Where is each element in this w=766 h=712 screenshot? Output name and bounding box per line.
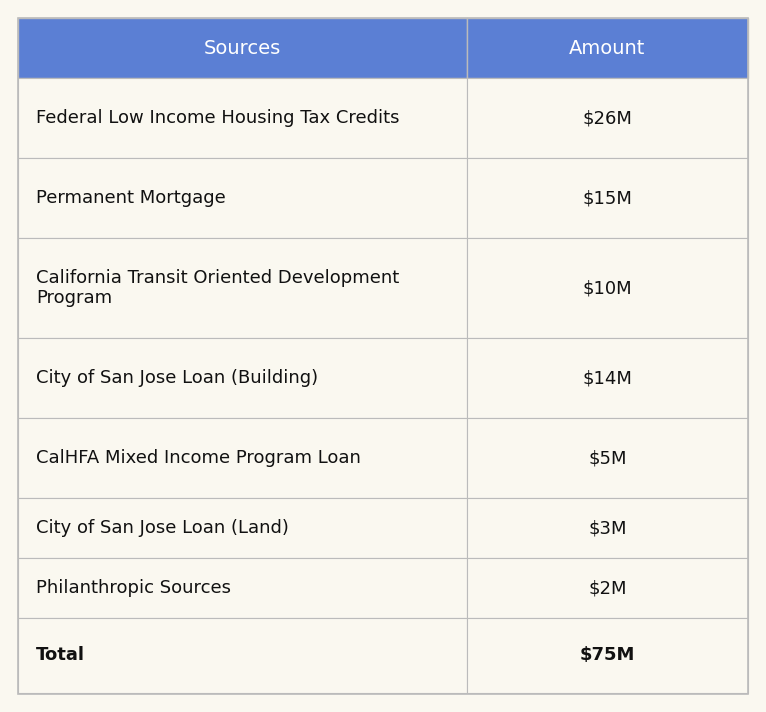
- Bar: [467, 238, 748, 338]
- Bar: [18, 18, 467, 78]
- Text: City of San Jose Loan (Land): City of San Jose Loan (Land): [36, 519, 289, 537]
- Bar: [467, 158, 748, 238]
- Text: $5M: $5M: [588, 449, 627, 467]
- Text: California Transit Oriented Development
Program: California Transit Oriented Development …: [36, 268, 399, 308]
- Bar: [467, 558, 748, 618]
- Bar: [18, 418, 467, 498]
- Bar: [467, 418, 748, 498]
- Text: CalHFA Mixed Income Program Loan: CalHFA Mixed Income Program Loan: [36, 449, 361, 467]
- Bar: [467, 498, 748, 558]
- Text: $10M: $10M: [583, 279, 632, 297]
- Bar: [18, 558, 467, 618]
- Text: $3M: $3M: [588, 519, 627, 537]
- Bar: [18, 238, 467, 338]
- Bar: [18, 498, 467, 558]
- Text: $26M: $26M: [582, 109, 633, 127]
- Text: $2M: $2M: [588, 579, 627, 597]
- Text: $75M: $75M: [580, 646, 635, 664]
- Text: $15M: $15M: [582, 189, 633, 207]
- Text: Sources: Sources: [204, 38, 281, 58]
- Text: Amount: Amount: [569, 38, 646, 58]
- Bar: [18, 78, 467, 158]
- Text: Federal Low Income Housing Tax Credits: Federal Low Income Housing Tax Credits: [36, 109, 400, 127]
- Text: Total: Total: [36, 646, 85, 664]
- Bar: [467, 18, 748, 78]
- Text: $14M: $14M: [582, 369, 633, 387]
- Text: Philanthropic Sources: Philanthropic Sources: [36, 579, 231, 597]
- Bar: [467, 618, 748, 693]
- Bar: [467, 78, 748, 158]
- Bar: [18, 338, 467, 418]
- Text: City of San Jose Loan (Building): City of San Jose Loan (Building): [36, 369, 318, 387]
- Text: Permanent Mortgage: Permanent Mortgage: [36, 189, 226, 207]
- Bar: [18, 158, 467, 238]
- Bar: [18, 618, 467, 693]
- Bar: [467, 338, 748, 418]
